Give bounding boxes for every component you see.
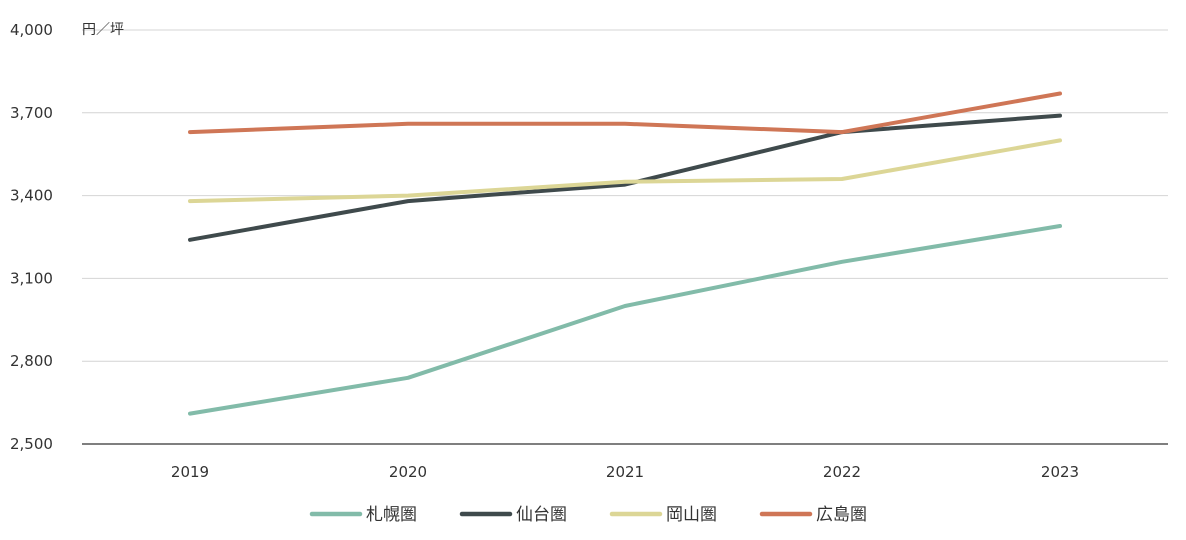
y-axis-unit-label: 円／坪 bbox=[82, 22, 124, 38]
y-tick-label: 3,400 bbox=[10, 187, 53, 205]
series-lines bbox=[188, 91, 1062, 416]
legend: 札幌圏 仙台圏 岡山圏 広島圏 bbox=[309, 505, 867, 525]
legend-label: 仙台圏 bbox=[516, 505, 567, 525]
y-tick-label: 2,800 bbox=[10, 352, 53, 370]
x-tick-label: 2019 bbox=[171, 463, 209, 481]
y-axis-ticks: 2,500 2,800 3,100 3,400 3,700 4,000 bbox=[10, 21, 53, 453]
x-tick-label: 2021 bbox=[606, 463, 644, 481]
y-tick-label: 3,700 bbox=[10, 104, 53, 122]
series-line bbox=[188, 91, 1062, 135]
y-tick-label: 3,100 bbox=[10, 269, 53, 287]
x-axis-ticks: 2019 2020 2021 2022 2023 bbox=[171, 463, 1079, 481]
x-tick-label: 2020 bbox=[389, 463, 427, 481]
gridlines bbox=[82, 29, 1168, 445]
series-line bbox=[188, 138, 1062, 204]
y-tick-label: 2,500 bbox=[10, 435, 53, 453]
series-line bbox=[188, 113, 1062, 242]
y-tick-label: 4,000 bbox=[10, 21, 53, 39]
series-line bbox=[188, 224, 1062, 416]
legend-label: 岡山圏 bbox=[666, 505, 717, 525]
legend-label: 札幌圏 bbox=[366, 505, 417, 525]
legend-label: 広島圏 bbox=[816, 505, 867, 525]
x-tick-label: 2023 bbox=[1041, 463, 1079, 481]
x-tick-label: 2022 bbox=[823, 463, 861, 481]
